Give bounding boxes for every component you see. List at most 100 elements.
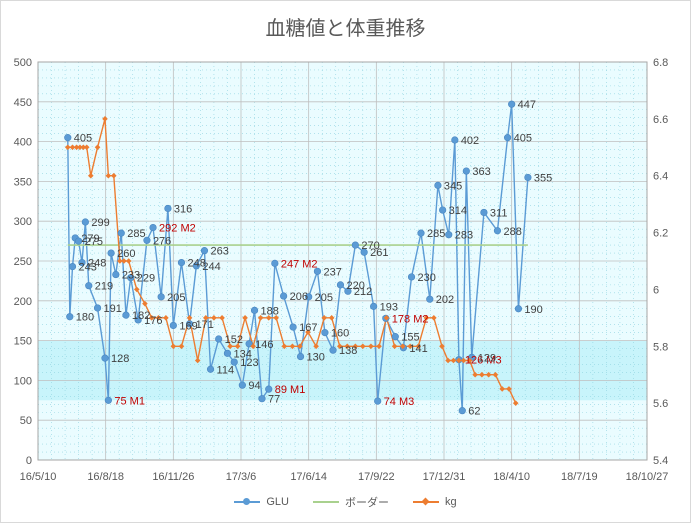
glu-point	[336, 281, 345, 289]
kg-point	[102, 116, 108, 122]
glu-point	[200, 247, 209, 255]
kg-point	[305, 329, 311, 335]
data-label: 77	[268, 394, 280, 406]
legend-swatch	[313, 501, 339, 503]
kg-point	[110, 172, 117, 179]
kg-point	[492, 371, 499, 378]
y-right-tick-label: 5.4	[653, 455, 668, 467]
data-label: 276	[153, 235, 171, 247]
kg-point	[423, 315, 430, 321]
data-label: 229	[137, 273, 155, 285]
glu-point	[258, 395, 266, 403]
data-label: 176	[144, 315, 162, 327]
y-right-tick-label: 6.4	[653, 171, 668, 183]
x-tick-label: 18/7/19	[561, 471, 598, 483]
y-left-tick-label: 400	[14, 137, 32, 149]
data-label: 248	[88, 258, 106, 270]
chart-title: 血糖値と体重推移	[265, 16, 426, 40]
glu-point	[68, 262, 77, 271]
kg-point	[479, 371, 485, 378]
kg-point	[273, 315, 279, 321]
data-label: 447	[518, 99, 536, 111]
x-tick-label: 18/10/27	[626, 471, 669, 483]
data-label: 279	[81, 233, 99, 245]
kg-point	[499, 386, 505, 392]
kg-point	[336, 343, 343, 350]
data-label: 130	[307, 352, 325, 364]
x-tick-label: 16/11/26	[152, 471, 194, 483]
glu-point	[417, 229, 425, 237]
data-label: 138	[339, 345, 357, 357]
kg-point	[117, 258, 123, 264]
data-label: 62	[468, 406, 480, 418]
y-left-tick-label: 50	[20, 415, 32, 427]
glu-point	[164, 204, 172, 213]
kg-point	[194, 357, 201, 364]
glu-point	[127, 274, 135, 282]
kg-point	[328, 315, 335, 321]
y-right-tick-label: 6	[653, 284, 659, 296]
data-label: 288	[503, 226, 521, 238]
glu-point	[192, 262, 200, 270]
y-left-tick-label: 200	[14, 296, 32, 308]
data-label: 171	[196, 319, 214, 331]
glu-point	[426, 295, 434, 303]
glu-point	[169, 321, 177, 330]
glu-point	[149, 223, 157, 232]
glu-point	[223, 349, 232, 357]
kg-point	[265, 315, 272, 321]
x-tick-label: 17/6/14	[290, 471, 327, 483]
data-label: 134	[233, 348, 251, 360]
glu-point	[407, 273, 416, 281]
kg-point	[83, 144, 90, 151]
data-label: 270	[361, 240, 379, 252]
kg-point	[242, 315, 248, 321]
kg-point	[281, 343, 288, 350]
legend-item: GLU	[234, 496, 289, 508]
kg-point	[391, 343, 398, 350]
data-label: 299	[91, 217, 109, 229]
data-label: 261	[370, 247, 388, 259]
legend-label: GLU	[266, 496, 289, 508]
glu-point	[271, 259, 279, 267]
data-label: 190	[524, 304, 542, 316]
kg-point	[121, 258, 127, 264]
data-label: 129	[478, 352, 496, 364]
kg-point	[73, 144, 80, 151]
kg-point	[155, 315, 162, 321]
y-right-tick-label: 5.8	[653, 341, 668, 353]
legend-swatch	[413, 497, 439, 506]
kg-point	[227, 343, 233, 350]
data-label: 311	[490, 207, 508, 219]
y-left-tick-label: 500	[14, 57, 32, 69]
data-label: 402	[461, 135, 479, 147]
glu-point	[514, 305, 523, 313]
data-label: 128	[111, 353, 129, 365]
glu-point	[250, 306, 259, 314]
glu-point	[451, 136, 459, 144]
glu-point	[524, 173, 532, 182]
x-tick-label: 16/8/18	[87, 471, 124, 483]
kg-point	[321, 315, 328, 321]
glu-point	[206, 365, 215, 373]
kg-point	[234, 343, 241, 350]
legend: GLU ボーダー kg	[0, 494, 691, 510]
kg-point	[399, 343, 406, 350]
glu-point	[374, 397, 382, 405]
kg-point	[186, 315, 193, 321]
y-left-tick-label: 150	[14, 336, 32, 348]
kg-point	[297, 343, 303, 350]
data-label: 75 M1	[114, 395, 145, 407]
kg-point	[219, 315, 225, 321]
y-right-tick-label: 6.2	[653, 228, 668, 240]
y-right-tick-label: 6.6	[653, 114, 668, 126]
data-label: 155	[401, 332, 419, 344]
kg-point	[163, 315, 169, 321]
kg-point	[77, 144, 83, 151]
data-label: 152	[225, 334, 243, 346]
data-label: 202	[436, 294, 454, 306]
glu-point	[78, 258, 86, 267]
range-band-0	[38, 340, 647, 401]
glu-point	[245, 340, 253, 348]
glu-point	[66, 313, 74, 321]
